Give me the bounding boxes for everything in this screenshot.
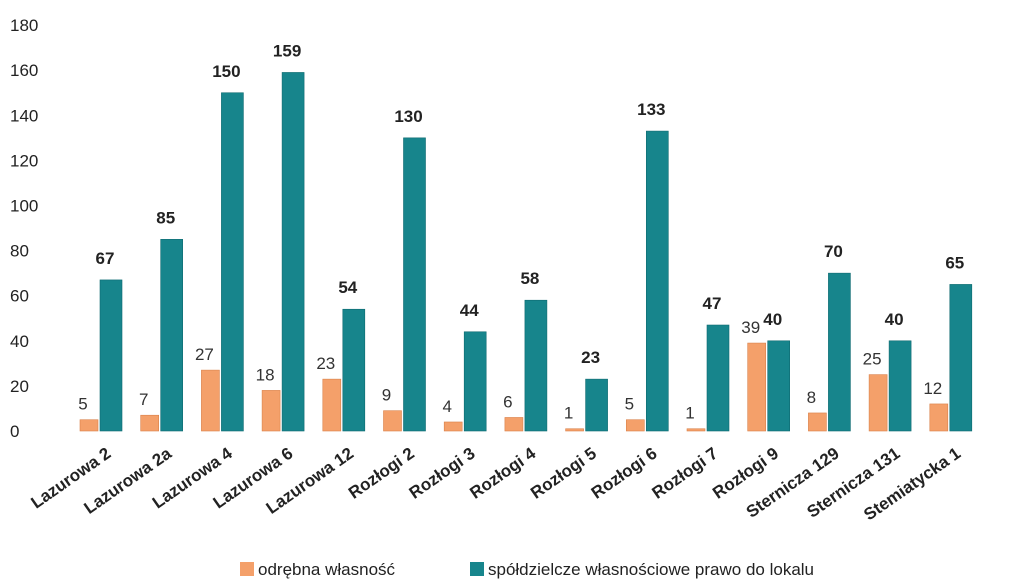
- x-category-label: Rozłogi 3: [406, 444, 479, 503]
- bar-spoldzielcze-prawo: [281, 72, 305, 432]
- bar-odrebna-wlasnosc: [868, 374, 888, 432]
- data-label-spoldzielcze: 58: [520, 269, 539, 288]
- y-axis: 0 20 40 60 80 100 120 140 160 180: [10, 16, 38, 441]
- y-tick-label: 20: [10, 377, 29, 396]
- data-label-odrebna: 8: [807, 388, 816, 407]
- bar-odrebna-wlasnosc: [504, 417, 524, 432]
- data-label-spoldzielcze: 85: [156, 208, 175, 227]
- data-label-spoldzielcze: 47: [703, 294, 722, 313]
- bar-spoldzielcze-prawo: [706, 324, 730, 432]
- legend-label: spółdzielcze własnościowe prawo do lokal…: [488, 560, 814, 579]
- data-label-odrebna: 18: [256, 365, 275, 384]
- y-tick-label: 40: [10, 332, 29, 351]
- data-label-spoldzielcze: 44: [460, 301, 479, 320]
- bar-odrebna-wlasnosc: [140, 414, 159, 432]
- data-label-odrebna: 1: [685, 404, 694, 423]
- legend-swatch: [240, 562, 254, 576]
- x-category-label: Rozłogi 4: [466, 443, 539, 502]
- data-label-odrebna: 9: [382, 386, 391, 405]
- legend: odrębna własność spółdzielcze własnościow…: [240, 560, 814, 579]
- data-label-spoldzielcze: 67: [96, 249, 115, 268]
- data-label-spoldzielcze: 54: [338, 278, 357, 297]
- data-label-odrebna: 12: [923, 379, 942, 398]
- data-label-spoldzielcze: 133: [637, 100, 665, 119]
- y-tick-label: 160: [10, 61, 38, 80]
- bar-odrebna-wlasnosc: [322, 378, 342, 432]
- bar-odrebna-wlasnosc: [443, 421, 463, 432]
- y-tick-label: 60: [10, 287, 29, 306]
- data-label-odrebna: 39: [741, 318, 760, 337]
- y-tick-label: 140: [10, 106, 38, 125]
- bar-spoldzielcze-prawo: [99, 279, 123, 432]
- bar-spoldzielcze-prawo: [888, 340, 912, 432]
- data-label-spoldzielcze: 70: [824, 242, 843, 261]
- bar-spoldzielcze-prawo: [342, 308, 366, 432]
- bar-odrebna-wlasnosc: [808, 412, 827, 432]
- bar-odrebna-wlasnosc: [79, 419, 99, 432]
- x-category-label: Rozłogi 7: [648, 444, 721, 503]
- data-labels: 5677852715018159235491304446581235133147…: [78, 41, 964, 422]
- data-label-odrebna: 5: [625, 395, 634, 414]
- bar-spoldzielcze-prawo: [524, 299, 548, 432]
- data-label-spoldzielcze: 130: [394, 107, 422, 126]
- y-tick-label: 80: [10, 242, 29, 261]
- data-label-spoldzielcze: 23: [581, 348, 600, 367]
- bar-spoldzielcze-prawo: [221, 92, 244, 432]
- x-category-label: Rozłogi 2: [345, 444, 418, 503]
- bar-odrebna-wlasnosc: [747, 342, 767, 432]
- data-label-odrebna: 1: [564, 404, 573, 423]
- data-label-odrebna: 27: [195, 345, 214, 364]
- y-tick-label: 0: [10, 422, 19, 441]
- bar-spoldzielcze-prawo: [403, 137, 426, 432]
- data-label-spoldzielcze: 40: [885, 310, 904, 329]
- legend-label: odrębna własność: [258, 560, 396, 579]
- bar-spoldzielcze-prawo: [949, 284, 973, 432]
- bar-spoldzielcze-prawo: [645, 130, 669, 432]
- data-label-odrebna: 6: [503, 392, 512, 411]
- y-tick-label: 180: [10, 16, 38, 35]
- data-label-spoldzielcze: 40: [763, 310, 782, 329]
- y-tick-label: 100: [10, 197, 38, 216]
- x-category-label: Rozłogi 5: [527, 444, 600, 503]
- bar-spoldzielcze-prawo: [828, 272, 851, 432]
- data-label-odrebna: 25: [863, 350, 882, 369]
- data-label-odrebna: 4: [442, 397, 451, 416]
- data-label-odrebna: 23: [316, 354, 335, 373]
- bar-odrebna-wlasnosc: [565, 428, 584, 432]
- data-label-spoldzielcze: 65: [945, 253, 964, 272]
- bar-odrebna-wlasnosc: [383, 410, 402, 432]
- y-tick-label: 120: [10, 151, 38, 170]
- data-label-odrebna: 5: [78, 395, 87, 414]
- bar-odrebna-wlasnosc: [686, 428, 706, 432]
- data-label-spoldzielcze: 150: [212, 62, 240, 81]
- bar-odrebna-wlasnosc: [625, 419, 645, 432]
- x-category-label: Rozłogi 6: [588, 444, 661, 503]
- bar-odrebna-wlasnosc: [261, 390, 281, 432]
- bar-spoldzielcze-prawo: [160, 239, 183, 432]
- legend-swatch: [470, 562, 484, 576]
- bar-spoldzielcze-prawo: [767, 340, 791, 432]
- bar-spoldzielcze-prawo: [585, 378, 608, 432]
- data-label-odrebna: 7: [139, 390, 148, 409]
- bar-odrebna-wlasnosc: [201, 369, 220, 432]
- bar-spoldzielcze-prawo: [463, 331, 487, 432]
- bar-odrebna-wlasnosc: [929, 403, 949, 432]
- bars: [79, 72, 973, 432]
- data-label-spoldzielcze: 159: [273, 41, 301, 60]
